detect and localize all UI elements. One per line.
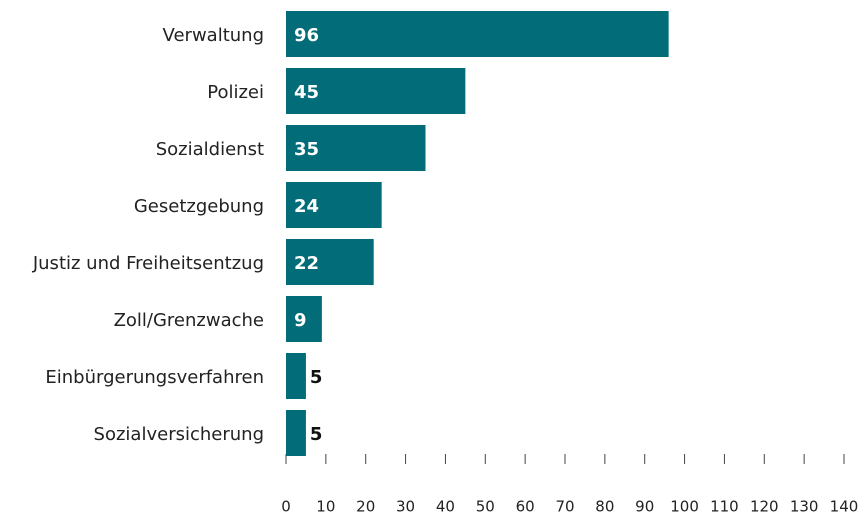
value-label: 96 — [294, 25, 319, 46]
x-tick-label: 60 — [516, 498, 535, 515]
x-tick-label: 10 — [316, 498, 335, 515]
x-tick-label: 100 — [670, 498, 699, 515]
y-tick-label: Justiz und Freiheitsentzug — [32, 253, 264, 274]
x-tick-label: 110 — [710, 498, 739, 515]
x-tick-label: 120 — [750, 498, 779, 515]
bar — [286, 68, 466, 114]
x-tick-label: 40 — [436, 498, 455, 515]
value-label: 24 — [294, 196, 319, 217]
x-tick-label: 50 — [476, 498, 495, 515]
bar — [286, 239, 374, 285]
value-label: 9 — [294, 310, 307, 331]
value-label: 5 — [310, 424, 323, 445]
x-tick-label: 130 — [790, 498, 819, 515]
bar — [286, 182, 382, 228]
x-tick-label: 140 — [830, 498, 859, 515]
y-tick-label: Verwaltung — [163, 25, 264, 46]
x-tick-label: 90 — [635, 498, 654, 515]
value-label: 5 — [310, 367, 323, 388]
y-tick-label: Polizei — [207, 82, 264, 103]
value-label: 45 — [294, 82, 319, 103]
y-tick-label: Gesetzgebung — [134, 196, 264, 217]
bar — [286, 353, 306, 399]
bar — [286, 125, 426, 171]
bar — [286, 410, 306, 456]
value-label: 35 — [294, 139, 319, 160]
y-tick-label: Zoll/Grenzwache — [114, 310, 264, 331]
bar — [286, 296, 322, 342]
y-tick-label: Sozialdienst — [156, 139, 264, 160]
bar — [286, 11, 669, 57]
x-tick-label: 80 — [595, 498, 614, 515]
y-tick-label: Einbürgerungsverfahren — [45, 367, 264, 388]
value-label: 22 — [294, 253, 319, 274]
y-tick-label: Sozialversicherung — [94, 424, 264, 445]
x-tick-label: 0 — [281, 498, 291, 515]
x-tick-label: 70 — [555, 498, 574, 515]
x-tick-label: 20 — [356, 498, 375, 515]
x-tick-label: 30 — [396, 498, 415, 515]
